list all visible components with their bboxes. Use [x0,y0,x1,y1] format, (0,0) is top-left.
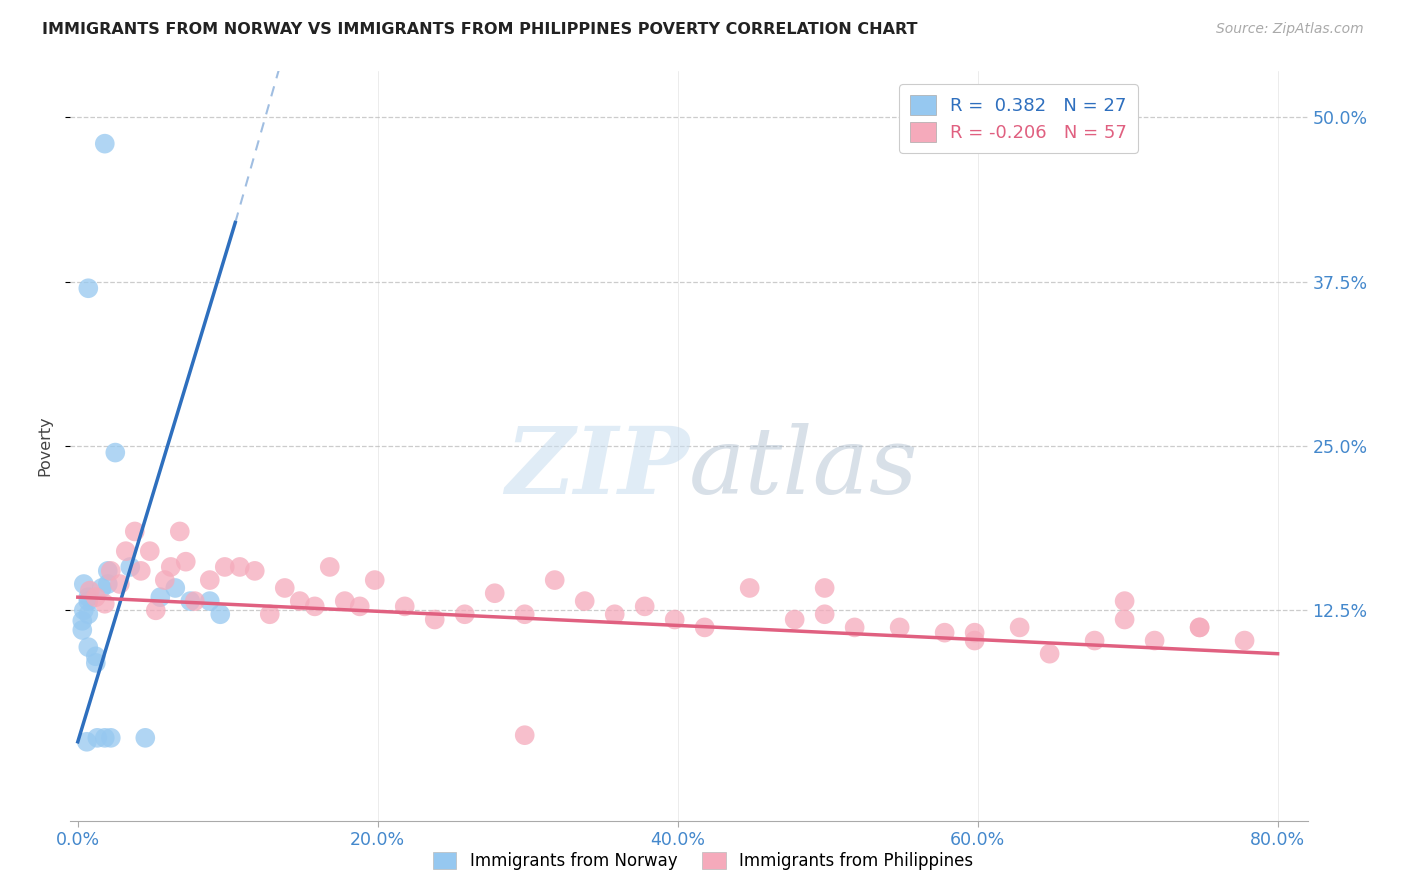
Point [1188,620,1211,634]
Point [165,581,187,595]
Point [73,603,96,617]
Point [574,594,596,608]
Point [1084,633,1107,648]
Point [77,640,100,654]
Point [108,577,131,591]
Point [72,614,94,628]
Point [97,577,120,591]
Point [259,607,281,622]
Point [229,560,252,574]
Point [86,731,108,745]
Point [963,625,986,640]
Point [77,594,100,608]
Point [664,613,686,627]
Point [84,656,107,670]
Point [1039,647,1062,661]
Point [889,620,911,634]
Point [97,564,120,578]
Point [274,581,297,595]
Legend: R =  0.382   N = 27, R = -0.206   N = 57: R = 0.382 N = 27, R = -0.206 N = 57 [900,84,1137,153]
Point [134,731,156,745]
Point [349,599,371,614]
Legend: Immigrants from Norway, Immigrants from Philippines: Immigrants from Norway, Immigrants from … [426,845,980,877]
Point [94,136,117,151]
Point [72,623,94,637]
Point [84,590,107,604]
Point [169,524,191,539]
Point [139,544,162,558]
Point [288,594,311,608]
Text: ZIP: ZIP [505,424,689,514]
Point [934,625,956,640]
Point [124,524,146,539]
Point [1143,633,1166,648]
Point [73,577,96,591]
Point [76,735,98,749]
Point [114,544,136,558]
Point [603,607,626,622]
Point [179,594,201,608]
Y-axis label: Poverty: Poverty [37,416,52,476]
Point [814,607,837,622]
Point [333,594,356,608]
Point [1008,620,1031,634]
Point [184,594,207,608]
Point [145,603,167,617]
Point [814,581,837,595]
Point [198,573,221,587]
Point [79,583,101,598]
Point [1233,633,1256,648]
Point [214,560,236,574]
Point [634,599,657,614]
Point [544,573,567,587]
Point [1114,594,1136,608]
Point [153,573,176,587]
Point [738,581,761,595]
Point [77,607,100,622]
Text: Source: ZipAtlas.com: Source: ZipAtlas.com [1216,22,1364,37]
Point [1188,620,1211,634]
Point [129,564,152,578]
Point [513,607,536,622]
Point [159,560,181,574]
Point [198,594,221,608]
Text: IMMIGRANTS FROM NORWAY VS IMMIGRANTS FROM PHILIPPINES POVERTY CORRELATION CHART: IMMIGRANTS FROM NORWAY VS IMMIGRANTS FRO… [42,22,918,37]
Point [304,599,326,614]
Point [120,560,142,574]
Point [513,728,536,742]
Point [149,590,172,604]
Point [84,649,107,664]
Point [364,573,387,587]
Point [100,731,122,745]
Point [104,445,127,459]
Point [1114,613,1136,627]
Point [94,731,117,745]
Text: atlas: atlas [689,424,918,514]
Point [454,607,477,622]
Point [77,281,100,295]
Point [484,586,506,600]
Point [844,620,866,634]
Point [100,564,122,578]
Point [209,607,232,622]
Point [783,613,806,627]
Point [394,599,416,614]
Point [693,620,716,634]
Point [94,597,117,611]
Point [243,564,266,578]
Point [77,590,100,604]
Point [319,560,342,574]
Point [90,581,112,595]
Point [963,633,986,648]
Point [423,613,446,627]
Point [174,555,197,569]
